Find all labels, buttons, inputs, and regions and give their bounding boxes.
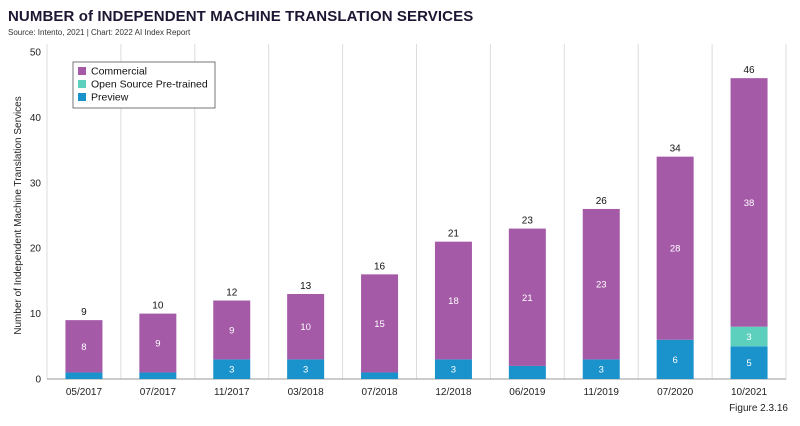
- segment-value-label: 6: [673, 355, 678, 366]
- bar-segment-preview: [582, 359, 620, 379]
- segment-value-label: 8: [81, 342, 86, 353]
- y-tick-label: 40: [30, 113, 42, 124]
- legend-swatch-commercial: [78, 67, 86, 75]
- x-tick-label: 07/2017: [140, 387, 177, 398]
- segment-value-label: 9: [229, 325, 234, 336]
- bar-total-label: 26: [596, 196, 608, 207]
- bar-segment-commercial: [508, 228, 546, 366]
- bar-segment-preview: [213, 359, 251, 379]
- bar-segment-preview: [139, 372, 177, 379]
- y-tick-label: 20: [30, 244, 42, 255]
- x-tick-label: 07/2020: [657, 387, 694, 398]
- bar-segment-commercial: [139, 313, 177, 373]
- bar-total-label: 46: [743, 65, 755, 76]
- bar-total-label: 13: [300, 281, 312, 292]
- segment-value-label: 23: [596, 280, 607, 291]
- bar-segment-commercial: [434, 241, 472, 360]
- legend-swatch-preview: [78, 93, 86, 101]
- bar-segment-commercial: [730, 78, 768, 327]
- bar-segment-preview: [287, 359, 325, 379]
- bar-segment-preview: [730, 346, 768, 379]
- bar-total-label: 21: [448, 229, 460, 240]
- segment-value-label: 28: [670, 244, 681, 255]
- legend-swatch-open_source: [78, 80, 86, 88]
- bar-segment-preview: [434, 359, 472, 379]
- bar-segment-commercial: [65, 320, 103, 373]
- bar-segment-commercial: [361, 274, 399, 373]
- bar-segment-commercial: [656, 156, 694, 340]
- bar-segment-preview: [361, 372, 399, 379]
- segment-value-label: 15: [374, 319, 385, 330]
- bar-total-label: 10: [152, 301, 164, 312]
- y-tick-label: 0: [35, 375, 41, 386]
- y-tick-label: 10: [30, 309, 42, 320]
- legend-box: [72, 61, 216, 109]
- x-tick-label: 03/2018: [288, 387, 325, 398]
- chart-source: Source: Intento, 2021 | Chart: 2022 AI I…: [8, 28, 191, 37]
- bar-total-label: 34: [670, 144, 682, 155]
- segment-value-label: 18: [448, 296, 459, 307]
- figure-number: Figure 2.3.16: [729, 403, 788, 414]
- x-tick-label: 12/2018: [435, 387, 472, 398]
- x-tick-label: 10/2021: [731, 387, 768, 398]
- bar-segment-preview: [508, 365, 546, 379]
- segment-value-label: 9: [155, 339, 160, 350]
- bar-total-label: 12: [226, 288, 238, 299]
- bar-total-label: 9: [81, 307, 87, 318]
- bar-total-label: 16: [374, 261, 386, 272]
- segment-value-label: 5: [746, 358, 751, 369]
- bar-segment-commercial: [213, 300, 251, 360]
- legend-entry: Open Source Pre-trained: [91, 79, 208, 91]
- grid-lines: [46, 44, 787, 379]
- bar-segment-commercial: [287, 293, 325, 360]
- x-tick-label: 11/2019: [584, 387, 620, 398]
- bar-segment-preview: [656, 339, 694, 379]
- x-tick-label: 11/2017: [214, 387, 250, 398]
- y-tick-label: 30: [30, 178, 42, 189]
- segment-value-label: 3: [746, 332, 751, 343]
- segment-value-label: 21: [522, 293, 533, 304]
- legend-entry: Commercial: [91, 66, 147, 78]
- segment-value-label: 3: [303, 365, 308, 376]
- segment-value-label: 3: [229, 365, 234, 376]
- segment-value-label: 10: [300, 322, 311, 333]
- bar-segment-preview: [65, 372, 103, 379]
- bar-segment-open_source: [730, 326, 768, 347]
- x-tick-label: 06/2019: [509, 387, 546, 398]
- x-tick-label: 07/2018: [361, 387, 398, 398]
- segment-value-label: 3: [599, 365, 604, 376]
- y-tick-label: 50: [30, 48, 42, 59]
- bars: 8 9 9 10 3 9 12 3 10 13 15 16 3 18 21 21 23 3 23 26 6 28 34 5 3 3…: [65, 65, 768, 379]
- x-tick-label: 05/2017: [66, 387, 103, 398]
- bar-segment-commercial: [582, 208, 620, 360]
- bar-total-label: 23: [522, 216, 534, 227]
- chart-title: NUMBER of INDEPENDENT MACHINE TRANSLATIO…: [8, 8, 474, 25]
- legend-entry: Preview: [91, 92, 129, 104]
- segment-value-label: 38: [744, 198, 755, 209]
- y-axis-label: Number of Independent Machine Translatio…: [13, 96, 24, 334]
- segment-value-label: 3: [451, 365, 456, 376]
